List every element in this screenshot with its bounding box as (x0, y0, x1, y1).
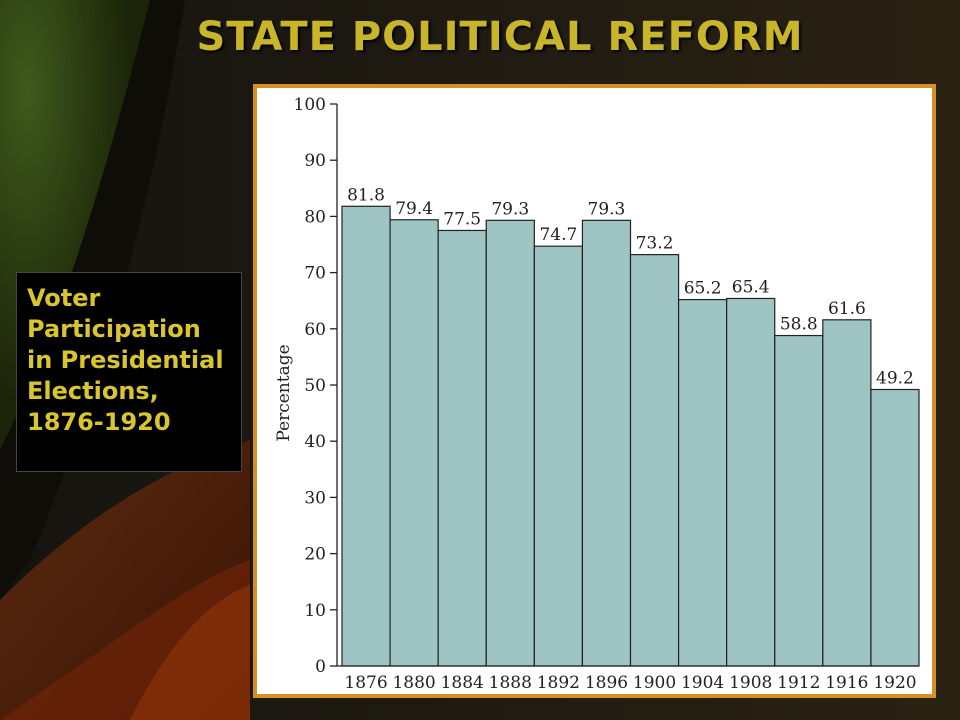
bar-series: 81.8 79.4 77.5 79.3 74.7 79.3 73.2 65.2 65.4 58.8… (341, 185, 920, 667)
bar-value-label: 79.3 (588, 199, 626, 219)
x-tick-label: 1888 (489, 673, 532, 693)
bar-value-label: 79.4 (395, 199, 433, 219)
bar-value-label: 74.7 (539, 225, 577, 245)
bar-value-label: 77.5 (443, 209, 481, 229)
x-tick-label: 1904 (681, 673, 724, 693)
bar-1876 (341, 205, 391, 667)
caption-line-5: 1876-1920 (27, 408, 171, 436)
x-tick-label: 1900 (633, 673, 676, 693)
bar-1884 (437, 229, 487, 667)
y-tick-label: 40 (304, 432, 326, 452)
y-tick-label: 50 (304, 376, 326, 396)
x-tick-label: 1880 (392, 673, 435, 693)
bar-1880 (389, 219, 439, 667)
y-tick-label: 70 (304, 264, 326, 284)
bar-value-label: 79.3 (491, 199, 529, 219)
caption-line-2: Participation (27, 315, 201, 343)
chart-caption: Voter Participation in Presidential Elec… (16, 272, 242, 472)
bar-1896 (581, 219, 632, 667)
y-tick-label: 80 (304, 207, 326, 227)
x-tick-label: 1916 (825, 673, 868, 693)
x-tick-label: 1896 (585, 673, 628, 693)
y-tick-label: 20 (304, 545, 326, 565)
bar-1900 (629, 254, 680, 667)
bar-1916 (822, 319, 872, 667)
caption-line-3: in Presidential (27, 346, 224, 374)
bar-value-label: 81.8 (347, 185, 385, 205)
bar-1904 (677, 298, 728, 667)
x-tick-label: 1884 (441, 673, 484, 693)
x-tick-label: 1908 (729, 673, 772, 693)
bar-value-label: 65.4 (732, 277, 770, 297)
x-tick-label: 1920 (873, 673, 916, 693)
bar-value-label: 58.8 (780, 315, 818, 335)
bar-1912 (774, 334, 824, 667)
caption-line-4: Elections, (27, 377, 159, 405)
bar-1892 (533, 245, 584, 667)
slide-title: STATE POLITICAL REFORM (196, 14, 804, 60)
x-tick-label: 1892 (537, 673, 580, 693)
y-axis: 0 10 20 30 40 50 60 70 80 90 100 (294, 95, 338, 677)
y-tick-label: 30 (304, 488, 326, 508)
bar-value-label: 65.2 (684, 279, 722, 299)
bar-1920 (870, 388, 920, 667)
bar-1888 (485, 219, 535, 667)
bar-1908 (726, 297, 776, 667)
y-tick-label: 100 (294, 95, 326, 115)
y-axis-label: Percentage (274, 344, 294, 441)
caption-line-1: Voter (27, 284, 101, 312)
x-axis: 1876 1880 1884 1888 1892 1896 1900 1904 1908 1912… (337, 665, 919, 693)
y-tick-label: 0 (315, 657, 326, 677)
voter-participation-chart: 0 10 20 30 40 50 60 70 80 90 100 81.8 79.4 77.5 79.3 7… (274, 95, 920, 693)
y-tick-label: 90 (304, 151, 326, 171)
x-tick-label: 1876 (344, 673, 387, 693)
bar-value-label: 73.2 (636, 234, 674, 254)
y-tick-label: 60 (304, 320, 326, 340)
chart-frame: 0 10 20 30 40 50 60 70 80 90 100 81.8 79.4 77.5 79.3 7… (253, 84, 936, 698)
y-tick-label: 10 (304, 601, 326, 621)
x-tick-label: 1912 (777, 673, 820, 693)
bar-value-label: 61.6 (828, 299, 866, 319)
bar-value-label: 49.2 (876, 368, 914, 388)
